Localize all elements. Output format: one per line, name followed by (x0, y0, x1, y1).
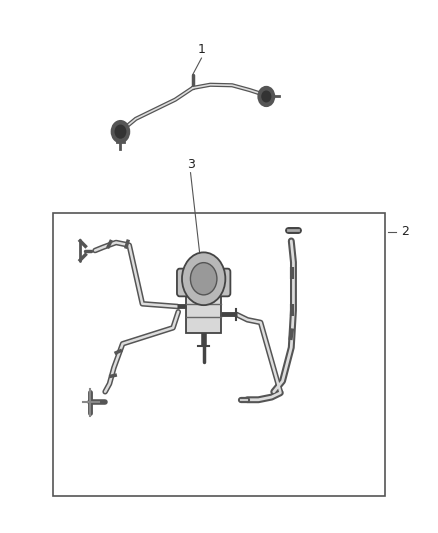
Bar (186, 290, 221, 333)
Text: 3: 3 (187, 158, 194, 171)
Circle shape (262, 91, 271, 102)
Circle shape (258, 87, 274, 106)
Circle shape (112, 121, 129, 142)
Circle shape (115, 125, 126, 138)
Text: 2: 2 (401, 225, 409, 238)
Bar (53, 213, 385, 496)
FancyBboxPatch shape (177, 269, 230, 296)
Text: 1: 1 (198, 43, 205, 56)
Circle shape (191, 263, 217, 295)
Circle shape (182, 253, 226, 305)
